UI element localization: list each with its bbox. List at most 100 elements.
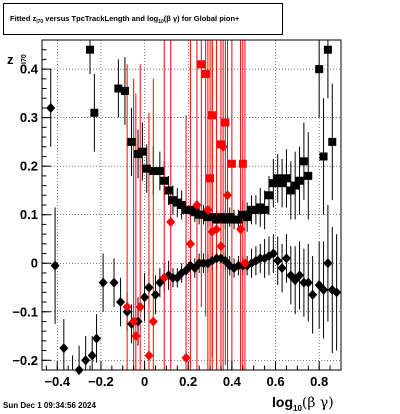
square-marker bbox=[160, 176, 169, 185]
diamond-marker bbox=[295, 270, 305, 281]
diamond-marker bbox=[50, 260, 60, 271]
plot-frame bbox=[41, 39, 342, 371]
title-suffix: (β γ) for Global pion+ bbox=[163, 14, 240, 23]
diamond-marker bbox=[319, 284, 329, 295]
square-marker bbox=[269, 179, 278, 188]
square-marker bbox=[127, 137, 136, 146]
diamond-marker bbox=[140, 292, 150, 303]
diamond-marker bbox=[144, 350, 154, 361]
square-marker bbox=[203, 213, 212, 222]
square-marker bbox=[90, 108, 99, 117]
square-marker bbox=[319, 152, 328, 161]
y-axis-label: z I70 bbox=[7, 52, 28, 67]
square-marker bbox=[221, 215, 230, 224]
square-marker bbox=[86, 45, 95, 54]
square-marker bbox=[291, 181, 300, 190]
diamond-marker bbox=[218, 141, 228, 152]
y-tick-label: 0.4 bbox=[20, 62, 39, 77]
diamond-marker bbox=[332, 287, 342, 298]
diamond-marker bbox=[212, 224, 222, 235]
timestamp: Sun Dec 1 09:34:56 2024 bbox=[3, 401, 96, 410]
diamond-marker bbox=[216, 241, 226, 252]
x-tick-label: −0.2 bbox=[88, 374, 114, 389]
square-marker bbox=[304, 171, 313, 180]
x-tick-label: 0.6 bbox=[266, 374, 284, 389]
diamond-marker bbox=[281, 253, 291, 264]
y-tick-label: 0.1 bbox=[20, 207, 38, 222]
diamond-marker bbox=[273, 255, 283, 266]
x-tick-label: −0.4 bbox=[44, 374, 70, 389]
chart-title: Fitted zI70 versus TpcTrackLength and lo… bbox=[3, 3, 283, 35]
square-marker bbox=[155, 167, 164, 176]
square-marker bbox=[164, 186, 173, 195]
square-marker bbox=[138, 147, 147, 156]
y-tick-label: −0.1 bbox=[12, 304, 38, 319]
axis-ticks bbox=[42, 49, 331, 371]
square-marker bbox=[238, 210, 247, 219]
title-sub2: 10 bbox=[158, 19, 164, 25]
title-middle: versus TpcTrackLength and log bbox=[43, 14, 159, 23]
diamond-marker bbox=[303, 277, 313, 288]
square-marker bbox=[315, 65, 324, 74]
square-marker bbox=[243, 213, 252, 222]
title-sub1: I70 bbox=[36, 19, 44, 25]
square-marker bbox=[225, 213, 234, 222]
square-marker bbox=[120, 86, 129, 95]
x-axis-label-greek: (β γ) bbox=[301, 395, 334, 411]
square-marker bbox=[114, 84, 123, 93]
square-marker bbox=[208, 111, 217, 120]
square-marker bbox=[182, 205, 191, 214]
diamond-marker bbox=[116, 297, 126, 308]
diamond-marker bbox=[181, 352, 191, 363]
data-markers bbox=[46, 45, 342, 375]
square-marker bbox=[256, 203, 265, 212]
square-marker bbox=[282, 174, 291, 183]
square-marker bbox=[195, 210, 204, 219]
square-marker bbox=[201, 69, 210, 78]
y-tick-label: 0.2 bbox=[20, 159, 38, 174]
diamond-marker bbox=[268, 248, 278, 259]
y-axis-label-main: z bbox=[7, 52, 14, 67]
square-marker bbox=[230, 215, 239, 224]
square-marker bbox=[216, 213, 225, 222]
square-marker bbox=[238, 159, 247, 168]
diamond-marker bbox=[59, 343, 69, 354]
diamond-marker bbox=[308, 289, 318, 300]
diamond-marker bbox=[98, 277, 108, 288]
diamond-marker bbox=[166, 216, 176, 227]
square-marker bbox=[206, 174, 215, 183]
x-tick-label: 0 bbox=[141, 374, 148, 389]
square-marker bbox=[197, 60, 206, 69]
square-marker bbox=[173, 198, 182, 207]
title-prefix: Fitted z bbox=[10, 14, 37, 23]
square-marker bbox=[149, 167, 158, 176]
square-marker bbox=[286, 186, 295, 195]
diamond-marker bbox=[131, 331, 141, 342]
x-axis-label-sub: 10 bbox=[293, 404, 302, 413]
diamond-marker bbox=[323, 258, 333, 269]
diamond-marker bbox=[122, 301, 132, 312]
square-marker bbox=[260, 205, 269, 214]
x-axis-label-main: log bbox=[272, 394, 293, 410]
square-marker bbox=[323, 45, 332, 54]
diamond-marker bbox=[81, 355, 91, 366]
tick-labels: −0.4 −0.2 0 0.2 0.4 0.6 0.8 −0.2 −0.1 0 0.1 0.2 0.3 0… bbox=[12, 62, 328, 389]
square-marker bbox=[186, 205, 195, 214]
square-marker bbox=[227, 159, 236, 168]
square-marker bbox=[199, 210, 208, 219]
square-marker bbox=[251, 205, 260, 214]
diamond-marker bbox=[46, 102, 56, 113]
square-marker bbox=[190, 208, 199, 217]
diamond-marker bbox=[109, 277, 119, 288]
diamond-marker bbox=[87, 350, 97, 361]
square-marker bbox=[247, 205, 256, 214]
diamond-marker bbox=[192, 200, 202, 210]
square-marker bbox=[234, 215, 243, 224]
diamond-marker bbox=[223, 190, 233, 201]
diamond-marker bbox=[144, 282, 154, 293]
y-axis-label-sub: I70 bbox=[21, 54, 28, 64]
square-marker bbox=[208, 213, 217, 222]
chart-grid bbox=[42, 40, 341, 370]
diamond-marker bbox=[150, 289, 160, 300]
square-marker bbox=[177, 201, 186, 209]
